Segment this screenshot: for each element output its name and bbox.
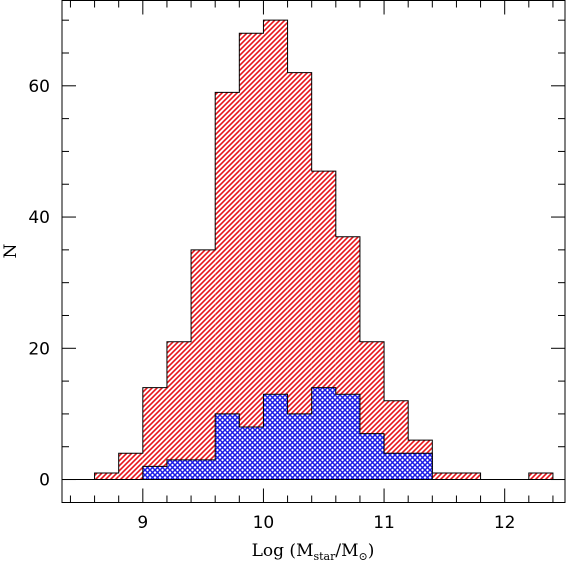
subsample-bar [191,459,216,480]
histogram-series [94,19,554,480]
subsample-bar [408,453,433,480]
subsample-bar [166,459,192,480]
y-tick-label: 40 [28,208,50,228]
subsample-bar [142,466,167,480]
x-tick-label: 10 [253,513,275,533]
subsample-series [142,387,433,480]
subsample-bar [335,394,360,480]
subsample-bar [215,413,240,480]
axis-ticks [62,0,565,503]
subsample-bar [287,413,312,480]
total-sample-bar [239,33,264,480]
total-sample-bar [287,72,312,480]
total-sample-series [94,19,554,480]
x-axis-label: Log (Mstar/M⊙) [252,541,375,563]
total-sample-bar [432,472,457,480]
y-tick-label: 20 [28,339,50,359]
total-sample-bar [118,453,143,480]
total-sample-bar [166,341,192,480]
total-sample-bar [528,472,553,480]
y-axis-label: N [1,243,21,258]
x-tick-label: 11 [373,513,395,533]
subsample-outline [142,387,433,480]
plot-frame [61,0,566,503]
total-sample-bar [142,387,167,480]
x-tick-label: 12 [494,513,516,533]
total-sample-outline [94,19,554,480]
subsample-bar [239,427,264,480]
x-tick-labels: 9 10 11 12 [137,513,515,533]
subsample-bar [311,387,336,480]
y-tick-label: 60 [28,77,50,97]
total-sample-bar [94,472,119,480]
total-sample-bar [191,249,216,480]
y-tick-label: 0 [39,471,50,491]
x-tick-label: 9 [137,513,148,533]
total-sample-bar [456,472,481,480]
y-tick-labels: 0 20 40 60 [28,77,50,491]
subsample-bar [263,394,288,480]
subsample-bar [384,453,409,480]
subsample-bar [359,433,385,480]
